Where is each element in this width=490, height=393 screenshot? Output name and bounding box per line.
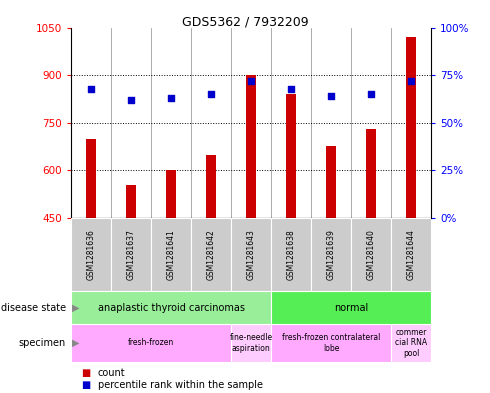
Text: anaplastic thyroid carcinomas: anaplastic thyroid carcinomas [98,303,245,312]
Bar [351,218,391,291]
Text: fresh-frozen contralateral
lobe: fresh-frozen contralateral lobe [282,333,380,353]
Bar [246,75,256,218]
Bar [71,218,111,291]
Bar [86,139,96,218]
Text: normal: normal [334,303,368,312]
Point [327,93,335,99]
Text: GSM1281640: GSM1281640 [367,229,376,280]
Bar [326,146,336,218]
Text: GSM1281638: GSM1281638 [287,229,295,280]
Text: GSM1281643: GSM1281643 [246,229,256,280]
Text: ▶: ▶ [72,303,79,312]
Bar [231,218,271,291]
Text: specimen: specimen [19,338,66,348]
Bar [71,291,271,324]
Bar [231,324,271,362]
Point [207,91,215,97]
Text: fine-needle
aspiration: fine-needle aspiration [229,333,273,353]
Text: GSM1281644: GSM1281644 [407,229,416,280]
Bar [366,129,376,218]
Bar [191,218,231,291]
Point [407,78,415,84]
Point [167,95,175,101]
Bar [271,324,391,362]
Bar [151,218,191,291]
Bar [271,218,311,291]
Text: ▶: ▶ [72,338,79,348]
Bar [406,37,416,218]
Bar [271,291,431,324]
Text: GSM1281637: GSM1281637 [126,229,136,280]
Text: GSM1281639: GSM1281639 [327,229,336,280]
Bar [286,94,296,218]
Text: disease state: disease state [1,303,66,312]
Text: ■: ■ [81,380,90,390]
Text: commer
cial RNA
pool: commer cial RNA pool [395,328,427,358]
Text: GSM1281642: GSM1281642 [207,229,216,280]
Text: GSM1281641: GSM1281641 [167,229,175,280]
Text: percentile rank within the sample: percentile rank within the sample [98,380,263,390]
Point [368,91,375,97]
Point [127,97,135,103]
Bar [391,218,431,291]
Bar [206,154,216,218]
Bar [111,218,151,291]
Bar [311,218,351,291]
Text: fresh-frozen: fresh-frozen [128,338,174,347]
Point [287,85,295,92]
Bar [71,324,231,362]
Text: ■: ■ [81,367,90,378]
Text: GDS5362 / 7932209: GDS5362 / 7932209 [182,16,308,29]
Point [247,78,255,84]
Point [87,85,95,92]
Bar [166,171,176,218]
Text: GSM1281636: GSM1281636 [87,229,96,280]
Bar [391,324,431,362]
Bar [126,185,136,218]
Text: count: count [98,367,125,378]
